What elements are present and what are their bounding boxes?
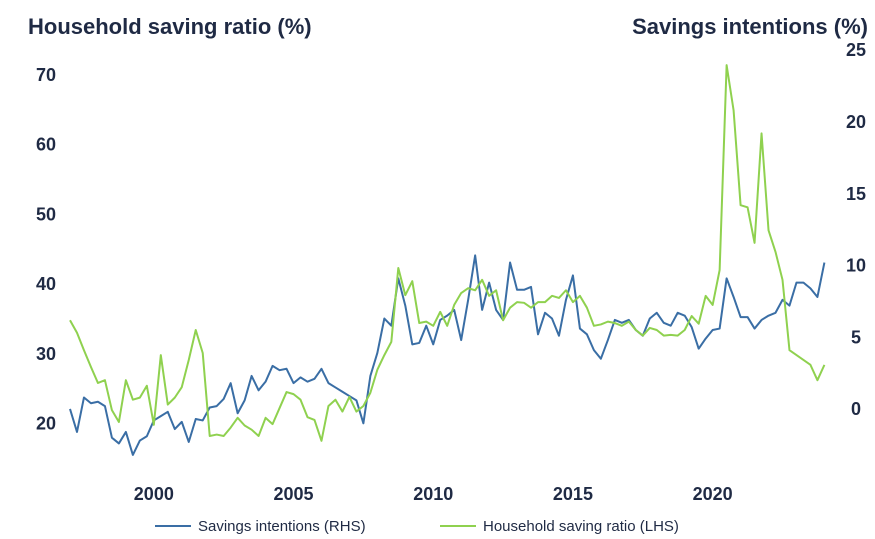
y-tick-label: 50 [36,204,56,224]
x-tick-label: 2015 [553,484,593,504]
y2-tick-label: 10 [846,256,866,276]
y-tick-label: 70 [36,65,56,85]
y-tick-label: 20 [36,414,56,434]
x-tick-label: 2005 [274,484,314,504]
x-tick-label: 2020 [693,484,733,504]
y2-tick-label: 5 [851,327,861,347]
y2-tick-label: 25 [846,40,866,60]
series-line [69,64,826,442]
chart-title: Household saving ratio (%) [28,14,312,39]
y2-tick-label: 0 [851,399,861,419]
y2-tick-label: 15 [846,184,866,204]
legend-label: Savings intentions (RHS) [198,518,366,535]
y-tick-label: 30 [36,344,56,364]
x-tick-label: 2010 [413,484,453,504]
x-tick-label: 2000 [134,484,174,504]
y-tick-label: 60 [36,135,56,155]
y-tick-label: 40 [36,274,56,294]
series-line [69,254,826,456]
legend-label: Household saving ratio (LHS) [483,518,679,535]
y2-axis-title: Savings intentions (%) [632,14,868,39]
y2-tick-label: 20 [846,112,866,132]
